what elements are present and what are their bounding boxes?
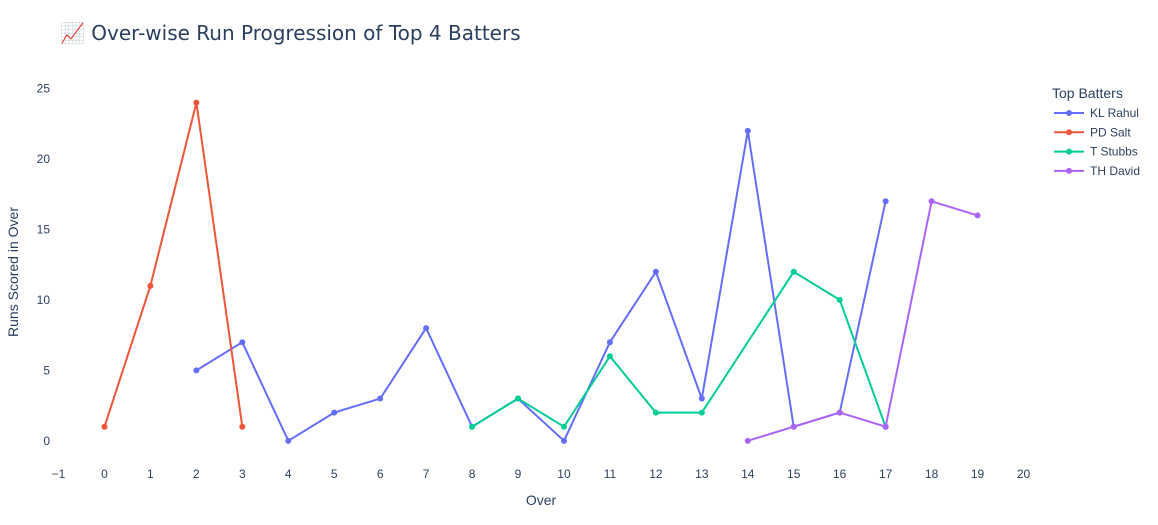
data-point-t-stubbs[interactable] [606,353,613,360]
data-point-pd-salt[interactable] [147,282,154,289]
series-line-t-stubbs [471,270,887,428]
x-tick-label: 11 [604,467,617,481]
legend-title: Top Batters [1052,85,1123,101]
data-point-t-stubbs[interactable] [790,268,797,275]
x-tick-label: 20 [1017,467,1031,481]
data-point-kl-rahul[interactable] [423,325,430,332]
series-t-stubbs [469,268,889,430]
data-point-th-david[interactable] [744,437,751,444]
x-tick-label: 9 [515,467,522,481]
legend-marker [1066,129,1072,136]
x-tick-label: 13 [695,467,709,481]
data-point-th-david[interactable] [928,198,935,205]
x-tick-label: 12 [649,467,663,481]
legend-item-kl-rahul[interactable]: KL Rahul [1054,106,1139,120]
data-point-t-stubbs[interactable] [836,296,843,303]
legend-item-t-stubbs[interactable]: T Stubbs [1054,145,1138,159]
y-tick-label: 5 [43,363,50,377]
legend-marker [1066,167,1072,174]
data-point-kl-rahul[interactable] [882,198,889,205]
legend-item-th-david[interactable]: TH David [1054,164,1140,178]
x-tick-label: 19 [971,467,985,481]
series-line-th-david [747,200,978,442]
data-point-t-stubbs[interactable] [652,409,659,416]
y-tick-label: 20 [37,152,51,166]
x-tick-label: 2 [193,467,200,481]
data-point-kl-rahul[interactable] [744,127,751,134]
data-point-kl-rahul[interactable] [606,339,613,346]
data-point-t-stubbs[interactable] [698,409,705,416]
data-point-kl-rahul[interactable] [698,395,705,402]
x-tick-label: 18 [925,467,939,481]
x-tick-label: 10 [557,467,571,481]
data-point-t-stubbs[interactable] [560,423,567,430]
plot-area [101,99,981,444]
x-axis: −1 0 1 2 3 4 5 6 7 8 9 10 11 12 13 14 15 16 17 18 19 20 [52,467,1031,481]
legend-label: TH David [1090,164,1140,178]
data-point-kl-rahul[interactable] [377,395,384,402]
legend-label: KL Rahul [1090,106,1139,120]
data-point-kl-rahul[interactable] [285,437,292,444]
x-tick-label: −1 [52,467,66,481]
x-tick-label: 3 [239,467,246,481]
y-axis: 0 5 10 15 20 25 [37,82,51,448]
x-tick-label: 6 [377,467,384,481]
x-tick-label: 8 [469,467,476,481]
legend-label: T Stubbs [1090,145,1138,159]
y-tick-label: 10 [37,293,51,307]
x-tick-label: 5 [331,467,338,481]
data-point-pd-salt[interactable] [239,423,246,430]
data-point-pd-salt[interactable] [193,99,200,106]
x-tick-label: 14 [741,467,755,481]
data-point-kl-rahul[interactable] [193,367,200,374]
x-tick-label: 4 [285,467,292,481]
data-point-kl-rahul[interactable] [652,268,659,275]
series-pd-salt [101,99,246,430]
x-tick-label: 15 [787,467,801,481]
data-point-th-david[interactable] [790,423,797,430]
data-point-th-david[interactable] [882,423,889,430]
data-point-t-stubbs[interactable] [515,395,522,402]
data-point-th-david[interactable] [836,409,843,416]
legend-marker [1066,110,1072,116]
series-line-pd-salt [103,101,244,428]
data-point-pd-salt[interactable] [101,423,108,430]
data-point-t-stubbs[interactable] [469,423,476,430]
series-th-david [744,198,981,444]
y-tick-label: 15 [37,222,51,236]
x-tick-label: 0 [101,467,108,481]
data-point-th-david[interactable] [974,212,981,219]
legend-item-pd-salt[interactable]: PD Salt [1054,125,1131,139]
data-point-kl-rahul[interactable] [239,339,246,346]
y-tick-label: 25 [37,82,51,96]
chart-title: 📈 Over-wise Run Progression of Top 4 Bat… [60,21,521,45]
x-tick-label: 17 [879,467,893,481]
x-tick-label: 16 [833,467,847,481]
legend: Top Batters KL Rahul PD Salt T Stubbs TH Da… [1052,85,1140,178]
data-point-kl-rahul[interactable] [560,437,567,444]
series-line-kl-rahul [195,129,887,442]
x-tick-label: 1 [147,467,154,481]
y-tick-label: 0 [43,434,50,448]
legend-marker [1066,148,1072,155]
y-axis-title: Runs Scored in Over [5,207,21,337]
legend-label: PD Salt [1090,125,1131,139]
x-tick-label: 7 [423,467,430,481]
data-point-kl-rahul[interactable] [331,409,338,416]
x-axis-title: Over [526,492,557,508]
